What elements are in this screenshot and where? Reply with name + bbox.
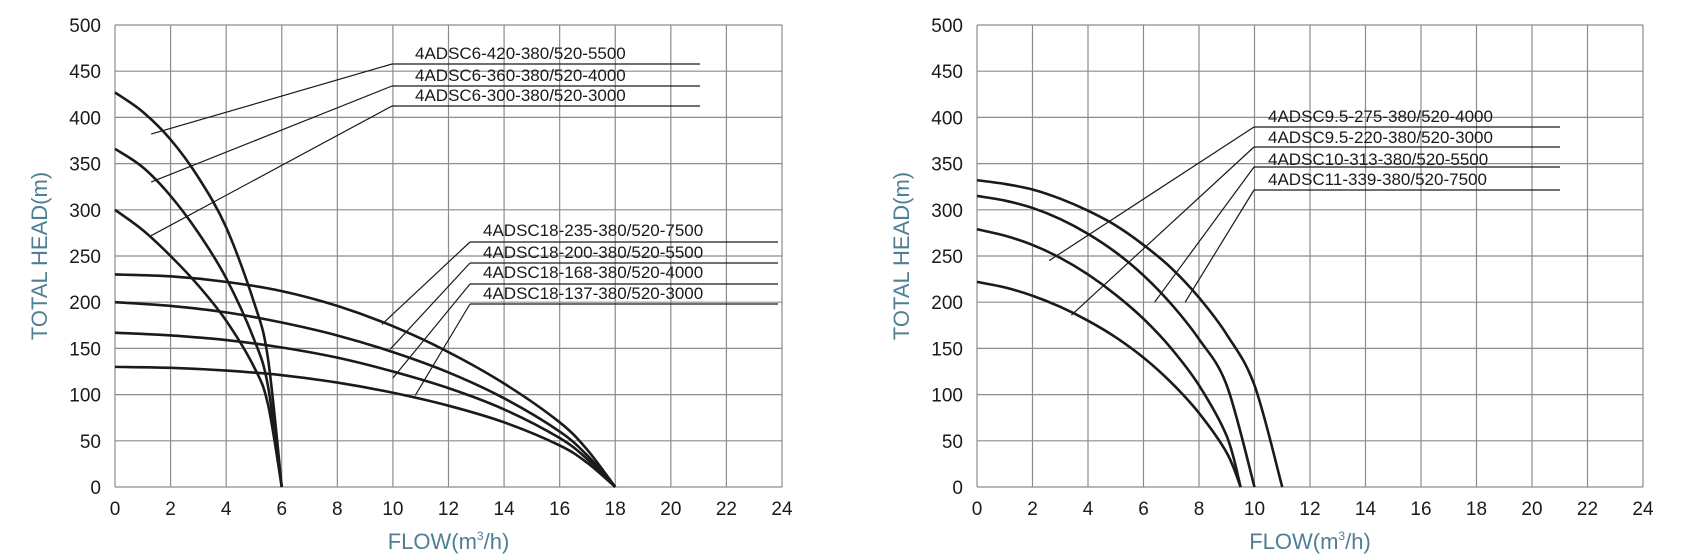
left-series-1 <box>114 147 284 488</box>
right-series-2 <box>976 194 1256 488</box>
left-x-tick-1: 2 <box>165 499 176 520</box>
left-leader-line-1 <box>150 85 393 183</box>
right-leader-line-0 <box>1048 126 1255 262</box>
right-x-tick-3: 6 <box>1138 499 1149 520</box>
left-x-tick-6: 12 <box>438 499 459 520</box>
left-legend-label-2: 4ADSC6-300-380/520-3000 <box>415 86 626 105</box>
left-x-tick-7: 14 <box>494 499 516 520</box>
right-leader-line-2 <box>1154 166 1255 303</box>
left-x-tick-12: 24 <box>771 499 793 520</box>
left-series-4 <box>114 300 617 488</box>
right-y-tick-5: 250 <box>931 247 963 268</box>
left-y-tick-5: 250 <box>69 247 101 268</box>
left-legend-label-3: 4ADSC18-235-380/520-7500 <box>483 221 703 240</box>
left-x-tick-5: 10 <box>382 499 403 520</box>
left-legend-label-6: 4ADSC18-137-380/520-3000 <box>483 284 703 303</box>
left-leader-line-4 <box>389 262 471 350</box>
left-x-tick-4: 8 <box>332 499 343 520</box>
left-y-tick-9: 450 <box>69 62 101 83</box>
right-legend-label-1: 4ADSC9.5-220-380/520-3000 <box>1268 128 1493 147</box>
left-x-tick-9: 18 <box>605 499 626 520</box>
left-y-axis-title: TOTAL HEAD(m) <box>27 172 52 340</box>
left-x-tick-11: 22 <box>716 499 737 520</box>
left-x-axis-title: FLOW(m3/h) <box>388 529 510 554</box>
left-x-tick-3: 6 <box>276 499 287 520</box>
right-y-tick-7: 350 <box>931 155 963 176</box>
left-legend-label-0: 4ADSC6-420-380/520-5500 <box>415 44 626 63</box>
left-y-tick-0: 0 <box>90 478 101 499</box>
left-x-tick-2: 4 <box>221 499 232 520</box>
left-y-tick-10: 500 <box>69 16 101 37</box>
left-y-tick-3: 150 <box>69 339 101 360</box>
left-x-tick-0: 0 <box>110 499 121 520</box>
left-y-tick-7: 350 <box>69 155 101 176</box>
left-leader-line-3 <box>381 241 471 325</box>
right-y-tick-4: 200 <box>931 293 963 314</box>
right-series-0 <box>976 227 1242 488</box>
left-y-tick-8: 400 <box>69 108 101 129</box>
right-x-axis-title: FLOW(m3/h) <box>1249 529 1371 554</box>
right-legend-label-0: 4ADSC9.5-275-380/520-4000 <box>1268 107 1493 126</box>
right-legend-label-2: 4ADSC10-313-380/520-5500 <box>1268 150 1488 169</box>
left-series-2 <box>114 208 284 488</box>
left-legend-label-5: 4ADSC18-168-380/520-4000 <box>483 263 703 282</box>
right-y-tick-0: 0 <box>952 478 963 499</box>
left-y-tick-1: 50 <box>80 432 101 453</box>
left-series-5 <box>114 331 617 488</box>
right-y-tick-8: 400 <box>931 108 963 129</box>
right-leader-line-3 <box>1184 189 1255 303</box>
right-x-tick-0: 0 <box>972 499 983 520</box>
left-y-tick-4: 200 <box>69 293 101 314</box>
right-legend-label-3: 4ADSC11-339-380/520-7500 <box>1268 170 1487 189</box>
left-x-tick-10: 20 <box>660 499 681 520</box>
right-y-tick-10: 500 <box>931 16 963 37</box>
right-series-3 <box>976 178 1284 488</box>
right-x-tick-8: 16 <box>1410 499 1431 520</box>
right-y-axis-title: TOTAL HEAD(m) <box>889 172 914 340</box>
right-x-tick-6: 12 <box>1299 499 1320 520</box>
left-leader-line-6 <box>414 303 471 396</box>
left-leader-line-5 <box>392 283 471 379</box>
left-legend-label-4: 4ADSC18-200-380/520-5500 <box>483 243 703 262</box>
left-leader-line-2 <box>150 105 393 237</box>
left-y-tick-6: 300 <box>69 201 101 222</box>
right-y-tick-3: 150 <box>931 339 963 360</box>
right-y-tick-2: 100 <box>931 386 963 407</box>
right-leader-line-1 <box>1070 146 1255 316</box>
left-series-3 <box>114 273 617 488</box>
right-y-tick-1: 50 <box>942 432 963 453</box>
right-x-tick-9: 18 <box>1466 499 1487 520</box>
left-series-0 <box>114 91 284 488</box>
right-x-tick-2: 4 <box>1083 499 1094 520</box>
right-y-tick-9: 450 <box>931 62 963 83</box>
left-leader-line-0 <box>150 63 393 135</box>
right-x-tick-12: 24 <box>1632 499 1654 520</box>
right-x-tick-11: 22 <box>1577 499 1598 520</box>
left-y-tick-2: 100 <box>69 386 101 407</box>
right-x-tick-4: 8 <box>1194 499 1205 520</box>
right-y-tick-6: 300 <box>931 201 963 222</box>
right-x-tick-1: 2 <box>1027 499 1038 520</box>
left-legend-label-1: 4ADSC6-360-380/520-4000 <box>415 66 626 85</box>
right-x-tick-7: 14 <box>1355 499 1377 520</box>
right-x-tick-10: 20 <box>1521 499 1542 520</box>
left-series-6 <box>114 365 617 488</box>
right-x-tick-5: 10 <box>1244 499 1265 520</box>
left-x-tick-8: 16 <box>549 499 570 520</box>
right-series-1 <box>976 280 1242 488</box>
